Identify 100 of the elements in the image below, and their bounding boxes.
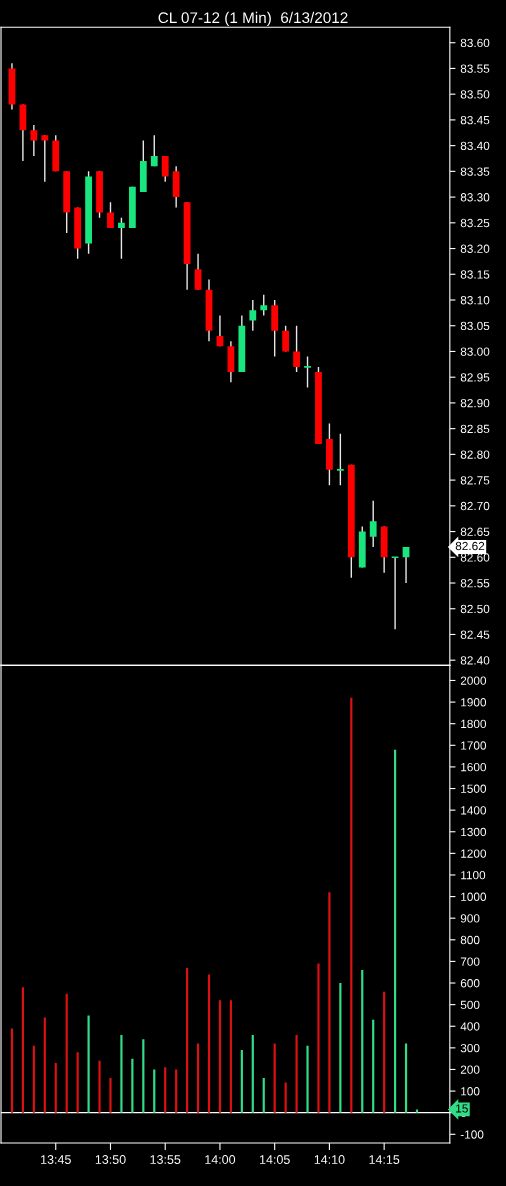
candlestick [282,325,290,353]
y-tick-label: 300 [460,1043,480,1053]
bar [175,1069,178,1113]
text: 82.62 [455,541,485,551]
bar [142,1039,145,1113]
x-tick-label: 13:45 [41,1155,71,1164]
y-tick-label: 800 [460,935,480,945]
bar [383,991,386,1113]
bar [372,1019,375,1113]
candlestick [293,325,300,373]
bar [240,1050,243,1113]
bar [65,993,68,1113]
candlestick [194,252,202,291]
y-tick-label: 500 [460,1000,480,1010]
y-tick-label: 82.50 [460,604,490,614]
bar [328,892,331,1113]
bar [251,1034,254,1113]
candlestick [41,134,49,183]
bar [273,1043,276,1113]
bar [32,1045,35,1113]
bar [98,1060,101,1113]
text: 15 [456,1104,468,1113]
bar [54,1062,57,1113]
candlestick [249,299,257,332]
bar [43,1017,46,1113]
y-tick-label: 1400 [461,806,487,815]
x-tick-label: 14:00 [205,1155,236,1164]
candlestick [107,201,114,229]
y-tick-label: 83.00 [460,347,490,356]
y-tick-label: 1600 [461,762,487,772]
y-tick-label: 1300 [461,827,487,837]
y-tick-label: 83.55 [460,64,490,73]
bar [109,1078,112,1113]
y-tick-label: 83.60 [460,38,490,48]
x-tick-label: 14:05 [260,1155,290,1164]
bar [415,1109,419,1113]
y-tick-label: 82.45 [460,630,490,639]
y-tick-label: -100 [460,1130,484,1139]
bar [295,1034,298,1113]
y-tick-label: 82.75 [460,476,490,485]
y-tick-label: 83.40 [460,141,490,151]
bar [120,1034,123,1113]
y-tick-label: 1900 [461,698,487,707]
y-tick-label: 700 [460,957,480,966]
bar [317,963,320,1113]
bar [350,697,353,1113]
y-tick-label: 200 [460,1065,480,1074]
candlestick [390,556,400,631]
y-tick-label: 900 [460,914,480,923]
y-tick-label: 83.15 [460,270,490,279]
bar [153,1069,156,1113]
candlestick [150,134,158,167]
y-tick-label: 83.30 [460,193,490,202]
y-tick-label: 82.65 [460,527,490,536]
candlestick [369,499,377,548]
y-tick-label: 82.85 [460,424,490,434]
y-tick-label: 83.05 [460,321,490,331]
bar [339,983,342,1113]
bar [404,1043,408,1113]
y-tick-label: 1800 [461,719,487,729]
bar [394,749,397,1113]
bar [196,1043,200,1113]
bar [207,974,211,1113]
y-tick-label: 83.10 [460,296,490,305]
candlestick [260,294,268,317]
x-tick-label: 14:15 [369,1155,400,1164]
y-tick-label: 400 [460,1022,480,1031]
x-tick-label: 13:50 [95,1155,126,1164]
y-tick-label: 100 [461,1087,480,1096]
y-tick-label: 83.25 [460,218,490,228]
y-tick-label: 600 [460,979,480,988]
y-tick-label: 2000 [460,676,487,685]
y-tick-label: 1000 [461,892,487,901]
y-tick-label: 83.20 [460,244,490,253]
candlestick [161,155,169,183]
x-tick-label: 13:55 [150,1155,181,1164]
bar [229,1000,232,1113]
chart-title: CL 07-12 (1 Min) 6/13/2012 [158,11,348,27]
bar [10,1028,14,1113]
bar [186,967,189,1113]
candlestick [303,355,312,389]
bar [361,970,364,1113]
y-tick-label: 1700 [461,741,487,750]
bar [21,987,24,1113]
bar [218,1000,222,1113]
y-tick-label: 1100 [461,871,486,880]
bar [306,1045,309,1113]
bar [131,1058,134,1113]
y-tick-label: 83.50 [460,90,490,99]
y-tick-label: 83.35 [460,167,490,176]
y-tick-label: 1500 [461,784,487,793]
y-tick-label: 83.45 [460,115,490,125]
bar [76,1052,79,1113]
candlestick [118,216,125,260]
x-tick-label: 14:10 [314,1155,345,1164]
y-tick-label: 82.55 [460,579,490,588]
y-tick-label: 1200 [461,849,487,858]
y-tick-label: 82.40 [460,656,490,665]
y-tick-label: 82.95 [460,373,490,382]
bar [87,1015,90,1113]
